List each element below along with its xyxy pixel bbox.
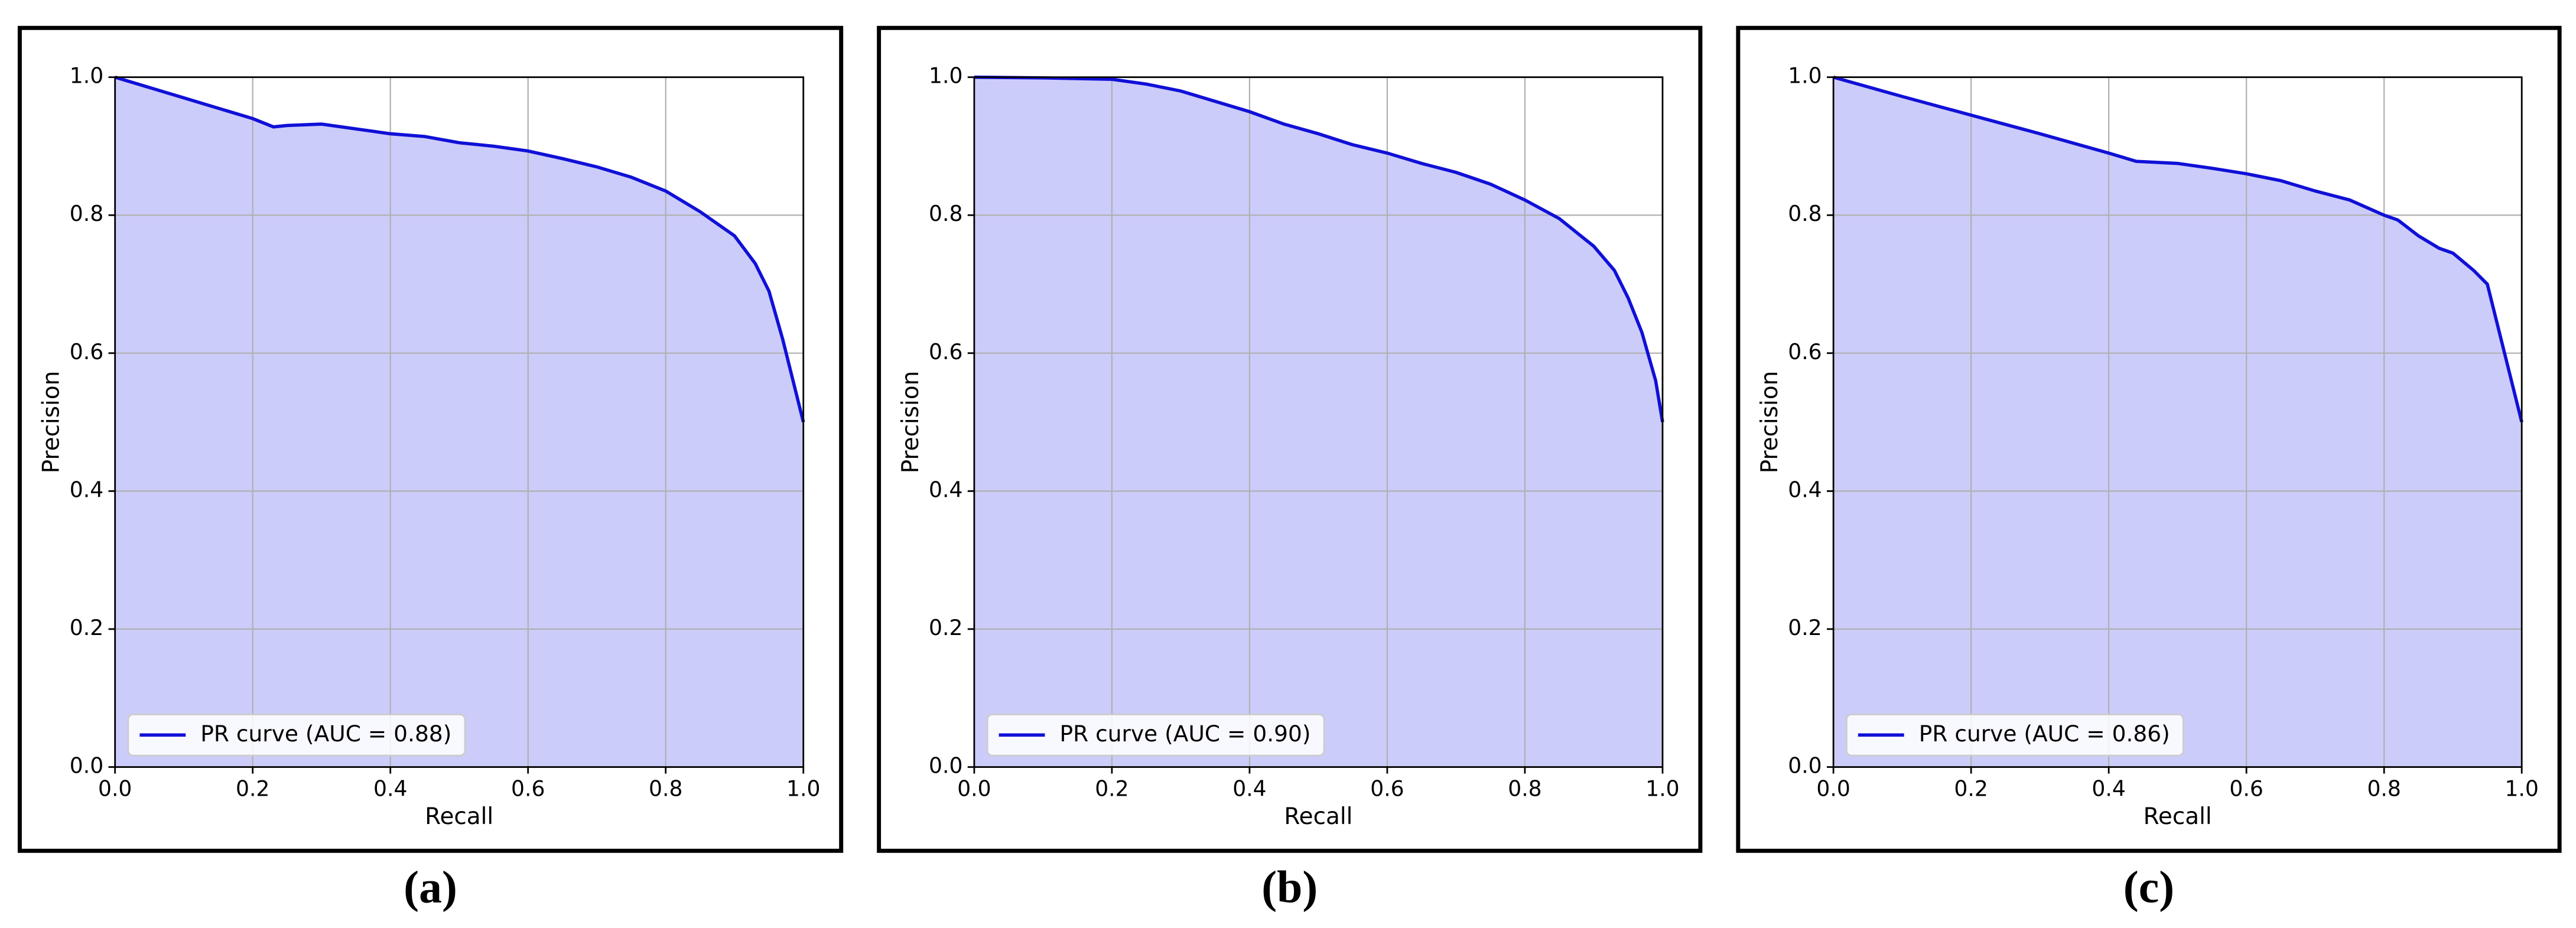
y-axis-label: Precision	[38, 371, 65, 474]
y-tick-label: 0.0	[929, 753, 962, 779]
legend-box	[127, 714, 466, 757]
x-tick-label: 0.4	[373, 776, 407, 801]
y-tick-label: 0.6	[929, 339, 962, 364]
y-tick-label: 1.0	[929, 63, 962, 89]
caption: (a)	[404, 862, 457, 913]
y-tick-label: 0.4	[929, 477, 962, 502]
y-axis-label: Precision	[1757, 371, 1783, 474]
y-tick-label: 0.2	[70, 615, 103, 640]
legend-box	[986, 714, 1325, 757]
caption: (c)	[2123, 862, 2174, 913]
legend-label: PR curve (AUC = 0.86)	[1919, 721, 2170, 747]
plot-frame	[114, 76, 805, 768]
x-tick-label: 0.8	[1508, 776, 1541, 801]
x-tick-label: 0.0	[98, 776, 132, 801]
pr-curve	[974, 75, 1664, 423]
caption: (b)	[1261, 862, 1318, 913]
y-tick-label: 0.6	[70, 339, 103, 364]
x-tick-label: 0.6	[2229, 776, 2263, 801]
x-tick-label: 1.0	[1645, 776, 1679, 801]
x-axis-label: Recall	[425, 803, 493, 830]
y-tick-label: 1.0	[1788, 63, 1822, 89]
area-fill	[1833, 77, 2522, 767]
y-tick-label: 0.8	[929, 201, 962, 226]
x-tick-label: 0.4	[2092, 776, 2125, 801]
legend-label: PR curve (AUC = 0.90)	[1060, 721, 1311, 747]
x-tick-label: 0.8	[2367, 776, 2401, 801]
plot-frame	[973, 76, 1664, 768]
area-fill	[974, 77, 1663, 767]
pr-curve	[1833, 76, 2523, 423]
y-tick-label: 0.8	[1788, 201, 1822, 226]
x-axis-label: Recall	[1284, 803, 1352, 830]
x-axis-label: Recall	[2144, 803, 2212, 830]
x-tick-label: 0.4	[1232, 776, 1266, 801]
area-fill	[115, 77, 804, 767]
y-tick-label: 0.0	[70, 753, 103, 779]
x-tick-label: 0.0	[1816, 776, 1850, 801]
y-tick-label: 0.6	[1788, 339, 1822, 364]
y-tick-label: 0.2	[1788, 615, 1822, 640]
legend-box	[1845, 714, 2184, 757]
plot-frame	[1832, 76, 2523, 768]
pr-curve	[114, 76, 805, 423]
x-tick-label: 0.6	[1370, 776, 1404, 801]
x-tick-label: 0.0	[957, 776, 991, 801]
panel: 0.0 0.2 0.4 0.6 0.8 1.0 0.0 0.2 0.4 0.6 0.8 1.0 Reca…	[1736, 25, 2562, 913]
y-tick-label: 0.4	[70, 477, 103, 502]
x-tick-label: 0.6	[511, 776, 545, 801]
legend-label: PR curve (AUC = 0.88)	[200, 721, 451, 747]
x-tick-label: 0.8	[649, 776, 682, 801]
x-tick-label: 0.2	[1954, 776, 1988, 801]
x-tick-label: 0.2	[1095, 776, 1128, 801]
y-tick-label: 0.2	[929, 615, 962, 640]
y-tick-label: 1.0	[70, 63, 103, 89]
panel: 0.0 0.2 0.4 0.6 0.8 1.0 0.0 0.2 0.4 0.6 0.8 1.0 Reca…	[17, 25, 844, 913]
y-tick-label: 0.4	[1788, 477, 1822, 502]
y-tick-label: 0.0	[1788, 753, 1822, 779]
y-axis-label: Precision	[897, 371, 924, 474]
panel: 0.0 0.2 0.4 0.6 0.8 1.0 0.0 0.2 0.4 0.6 0.8 1.0 Reca…	[877, 25, 1703, 913]
x-tick-label: 0.2	[236, 776, 269, 801]
x-tick-label: 1.0	[2505, 776, 2538, 801]
x-tick-label: 1.0	[786, 776, 820, 801]
y-tick-label: 0.8	[70, 201, 103, 226]
